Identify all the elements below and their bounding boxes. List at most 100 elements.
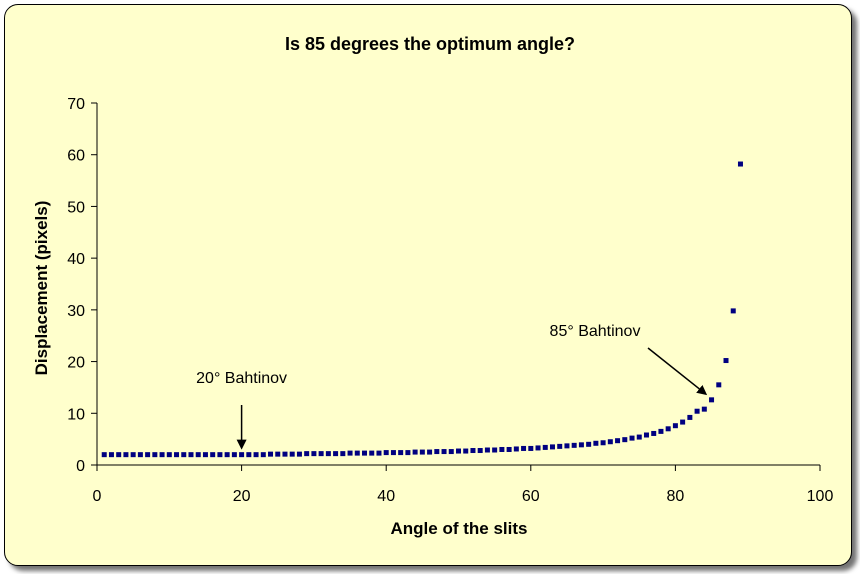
data-point	[398, 450, 404, 456]
x-tick-label: 20	[233, 488, 251, 505]
data-point	[549, 444, 555, 450]
data-point	[268, 451, 274, 457]
data-point	[152, 452, 158, 458]
data-point	[159, 452, 165, 458]
data-point	[506, 446, 512, 452]
annotation-20-label: 20° Bahtinov	[196, 370, 287, 387]
data-point	[600, 440, 606, 446]
data-point	[680, 419, 686, 425]
data-point	[275, 451, 281, 457]
annotation-85-arrow	[647, 347, 708, 396]
data-point	[231, 452, 237, 458]
data-point	[571, 442, 577, 448]
data-point	[369, 450, 375, 456]
data-point	[260, 452, 266, 458]
data-point	[499, 446, 505, 452]
data-point	[448, 449, 454, 455]
data-point	[484, 447, 490, 453]
y-tick-label: 10	[67, 406, 85, 423]
data-point	[419, 449, 425, 455]
x-tick-label: 80	[667, 488, 685, 505]
data-point	[528, 445, 534, 451]
y-tick-label: 20	[67, 355, 85, 372]
chart: Is 85 degrees the optimum angle? 0 20 40 60…	[32, 34, 833, 538]
chart-title: Is 85 degrees the optimum angle?	[285, 34, 575, 54]
data-point	[694, 408, 700, 414]
data-point	[665, 426, 671, 432]
data-point	[333, 451, 339, 457]
data-point	[311, 451, 317, 457]
data-point	[318, 451, 324, 457]
data-points	[101, 161, 743, 458]
x-tick-label: 100	[807, 488, 834, 505]
data-point	[383, 450, 389, 456]
x-tick-label: 60	[522, 488, 540, 505]
data-point	[723, 358, 729, 364]
data-point	[289, 451, 295, 457]
data-point	[615, 438, 621, 444]
tick-labels: 0 20 40 60 80 100 0 10 20 30 40 50 60 70	[67, 96, 833, 505]
data-point	[629, 435, 635, 441]
data-point	[239, 452, 245, 458]
data-point	[434, 449, 440, 455]
y-tick-label: 50	[67, 199, 85, 216]
data-point	[195, 452, 201, 458]
data-point	[607, 439, 613, 445]
data-point	[593, 440, 599, 446]
data-point	[441, 449, 447, 455]
data-point	[181, 452, 187, 458]
data-point	[492, 447, 498, 453]
data-point	[224, 452, 230, 458]
data-point	[325, 451, 331, 457]
data-point	[101, 452, 107, 458]
data-point	[123, 452, 129, 458]
y-axis-label: Displacement (pixels)	[32, 201, 51, 376]
data-point	[427, 449, 433, 455]
annotations: 20° Bahtinov 85° Bahtinov	[196, 323, 708, 450]
x-tick-label: 40	[377, 488, 395, 505]
x-axis-label: Angle of the slits	[391, 519, 528, 538]
data-point	[730, 308, 736, 314]
data-point	[564, 443, 570, 449]
data-point	[477, 448, 483, 454]
data-point	[578, 442, 584, 448]
data-point	[376, 450, 382, 456]
data-point	[137, 452, 143, 458]
data-point	[513, 446, 519, 452]
data-point	[130, 452, 136, 458]
data-point	[296, 451, 302, 457]
data-point	[166, 452, 172, 458]
data-point	[347, 450, 353, 456]
data-point	[658, 428, 664, 434]
data-point	[362, 450, 368, 456]
data-point	[622, 437, 628, 443]
data-point	[716, 382, 722, 388]
y-tick-label: 60	[67, 148, 85, 165]
data-point	[116, 452, 122, 458]
data-point	[643, 432, 649, 438]
data-point	[456, 448, 461, 454]
data-point	[470, 448, 476, 454]
data-point	[354, 450, 360, 456]
data-point	[217, 452, 223, 458]
data-point	[390, 450, 396, 456]
data-point	[737, 161, 743, 167]
data-point	[709, 397, 715, 403]
data-point	[687, 414, 693, 420]
data-point	[521, 445, 527, 451]
data-point	[174, 452, 180, 458]
data-point	[542, 444, 548, 450]
data-point	[535, 445, 541, 451]
data-point	[405, 450, 411, 456]
data-point	[636, 434, 642, 440]
data-point	[651, 430, 657, 436]
data-point	[253, 452, 259, 458]
data-point	[246, 452, 252, 458]
data-point	[282, 451, 288, 457]
data-point	[672, 423, 678, 429]
y-tick-label: 30	[67, 303, 85, 320]
data-point	[304, 451, 310, 457]
data-point	[557, 443, 563, 449]
chart-frame: Is 85 degrees the optimum angle? 0 20 40 60…	[4, 4, 852, 566]
data-point	[188, 452, 194, 458]
